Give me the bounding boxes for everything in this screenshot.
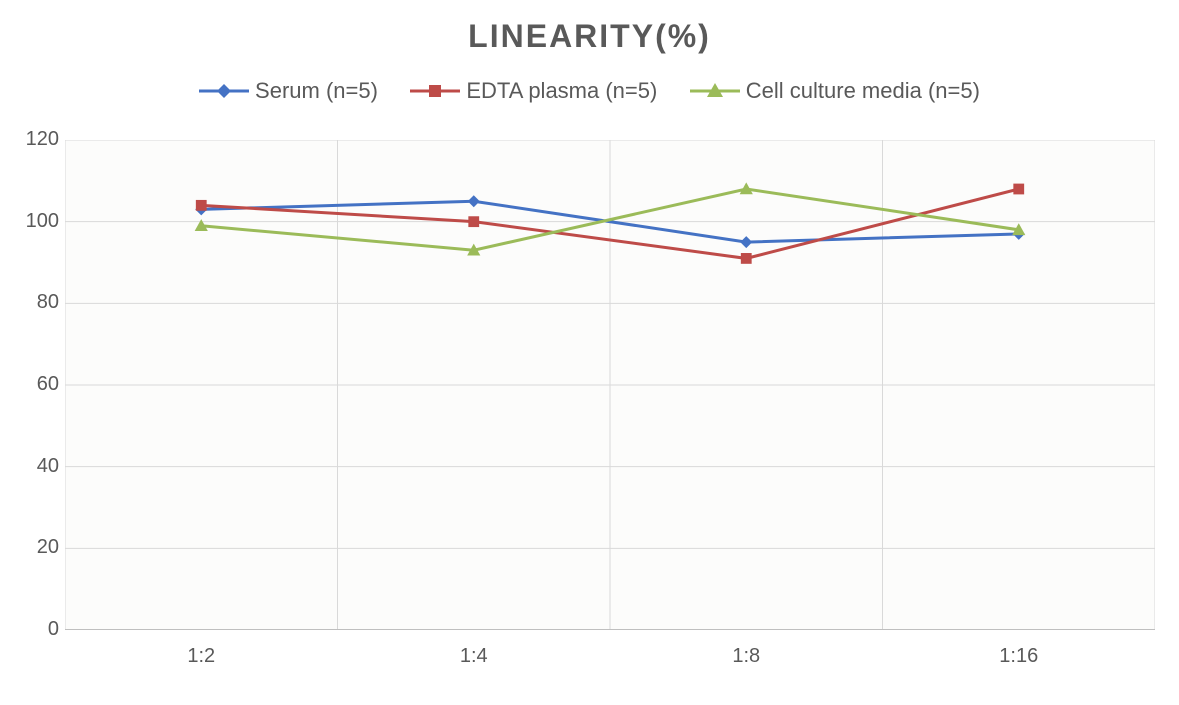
legend-label-cell: Cell culture media (n=5) — [746, 78, 980, 104]
legend-swatch-serum — [199, 81, 249, 101]
legend-swatch-cell — [690, 81, 740, 101]
x-tick-2: 1:8 — [696, 645, 796, 668]
plot-area — [65, 140, 1155, 630]
legend-label-serum: Serum (n=5) — [255, 78, 378, 104]
plot-svg — [65, 140, 1155, 630]
y-tick-60: 60 — [9, 373, 59, 396]
linearity-chart: LINEARITY(%) Serum (n=5) EDTA plasma (n=… — [0, 0, 1179, 705]
legend-item-serum: Serum (n=5) — [199, 78, 378, 104]
legend-label-edta: EDTA plasma (n=5) — [466, 78, 657, 104]
legend-item-cell: Cell culture media (n=5) — [690, 78, 980, 104]
x-tick-3: 1:16 — [969, 645, 1069, 668]
legend-item-edta: EDTA plasma (n=5) — [410, 78, 657, 104]
x-tick-0: 1:2 — [151, 645, 251, 668]
y-tick-40: 40 — [9, 455, 59, 478]
y-tick-120: 120 — [9, 128, 59, 151]
chart-legend: Serum (n=5) EDTA plasma (n=5) Cell cultu… — [0, 78, 1179, 106]
y-tick-0: 0 — [9, 618, 59, 641]
y-tick-80: 80 — [9, 291, 59, 314]
x-tick-1: 1:4 — [424, 645, 524, 668]
y-tick-100: 100 — [9, 210, 59, 233]
y-tick-20: 20 — [9, 536, 59, 559]
legend-swatch-edta — [410, 81, 460, 101]
chart-title: LINEARITY(%) — [0, 18, 1179, 55]
